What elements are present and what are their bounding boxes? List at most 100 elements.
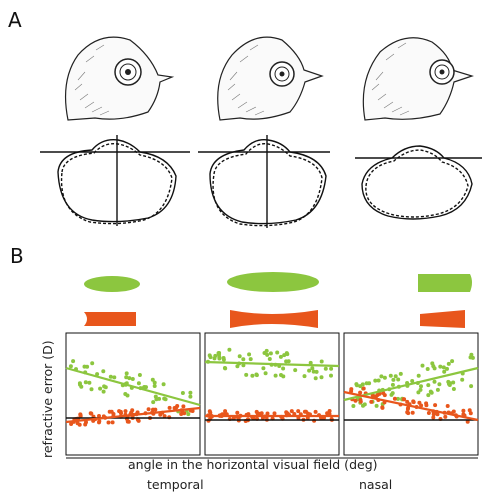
scatter-point	[84, 420, 88, 425]
scatter-point	[79, 384, 84, 389]
bird-head-illustration	[362, 37, 474, 121]
scatter-point	[150, 377, 155, 382]
orange-fit-line	[65, 406, 201, 424]
scatter-point	[117, 409, 122, 414]
scatter-point	[265, 352, 270, 357]
scatter-point	[446, 379, 451, 384]
scatter-point	[181, 404, 186, 409]
scatter-point	[450, 359, 455, 364]
scatter-point	[97, 414, 101, 418]
scatter-point	[329, 366, 334, 371]
scatter-point	[101, 369, 106, 374]
bird-head-illustration	[64, 36, 175, 121]
scatter-point	[90, 361, 95, 366]
scatter-point	[125, 393, 130, 398]
scatter-point	[377, 391, 382, 396]
scatter-point	[126, 419, 131, 424]
scatter-point	[88, 411, 93, 416]
scatter-point	[445, 366, 449, 371]
scatter-point	[264, 348, 269, 353]
scatter-point	[161, 382, 166, 387]
scatter-point	[310, 366, 315, 371]
scatter-point	[136, 418, 141, 423]
nasal-label: nasal	[359, 477, 393, 492]
scatter-point	[432, 379, 437, 384]
scatter-point	[406, 411, 411, 416]
scatter-point	[222, 366, 227, 370]
scatter-point	[351, 404, 356, 408]
scatter-point	[296, 409, 301, 414]
scatter-point	[354, 382, 359, 387]
scatter-point	[98, 386, 103, 391]
scatter-point	[388, 373, 393, 378]
scatter-point	[78, 414, 83, 418]
scatter-point	[425, 367, 430, 371]
scatter-point	[327, 409, 332, 413]
scatter-point	[130, 377, 135, 381]
scatter-point	[235, 410, 240, 415]
scatter-point	[418, 387, 423, 392]
scatter-point	[213, 353, 218, 358]
scatter-point	[417, 400, 422, 405]
scatter-point	[112, 375, 117, 380]
scatter-point	[188, 390, 193, 395]
scatter-point	[186, 412, 191, 417]
x-axis-label: angle in the horizontal visual field (de…	[128, 457, 378, 472]
scatter-point	[468, 355, 473, 360]
scatter-point	[85, 364, 90, 369]
scatter-point	[435, 412, 440, 417]
subplot-frame	[204, 332, 340, 456]
scatter-point	[207, 409, 212, 414]
scatter-point	[313, 409, 318, 414]
scatter-point	[167, 405, 172, 410]
scatter-point	[329, 373, 333, 378]
subplot-frame	[343, 332, 479, 456]
scatter-point	[443, 414, 448, 419]
scatter-point	[442, 369, 447, 374]
scatter-point	[237, 354, 242, 359]
scatter-point	[319, 375, 324, 380]
scatter-point	[261, 366, 266, 371]
scatter-point	[278, 354, 283, 359]
scatter-point	[319, 359, 324, 364]
scatter-point	[146, 407, 151, 412]
scatter-point	[468, 411, 473, 416]
scatter-point	[124, 375, 129, 380]
scatter-point	[162, 396, 167, 401]
scatter-point	[254, 372, 259, 377]
scatter-point	[390, 391, 395, 396]
scatter-point	[426, 383, 431, 388]
scatter-point	[446, 361, 451, 366]
scatter-point	[273, 373, 278, 378]
scatter-point	[180, 391, 185, 395]
scatter-point	[250, 373, 255, 378]
scatter-point	[424, 401, 429, 406]
scatter-point	[108, 374, 113, 379]
y-axis-label: refractive error (D)	[40, 340, 55, 458]
scatter-point	[268, 351, 273, 356]
scatter-point	[420, 363, 425, 368]
scatter-point	[307, 368, 312, 373]
scatter-point	[267, 357, 272, 361]
scatter-point	[216, 351, 221, 356]
panel-b-label: B	[10, 244, 24, 268]
scatter-point	[430, 361, 435, 366]
scatter-point	[223, 409, 228, 414]
scatter-point	[438, 364, 443, 369]
scatter-point	[426, 411, 431, 415]
scatter-point	[445, 404, 450, 408]
scatter-point	[469, 384, 474, 389]
scatter-point	[110, 420, 115, 425]
scatter-point	[405, 399, 410, 404]
scatter-point	[255, 411, 260, 416]
scatter-point	[127, 376, 132, 381]
lens-shape-orange	[84, 312, 136, 326]
scatter-point	[241, 357, 246, 362]
scatter-point	[68, 364, 73, 369]
lens-shape-orange	[230, 310, 318, 328]
scatter-point	[304, 409, 308, 414]
scatter-point	[411, 399, 416, 404]
scatter-point	[361, 386, 366, 391]
scatter-point	[437, 382, 442, 387]
